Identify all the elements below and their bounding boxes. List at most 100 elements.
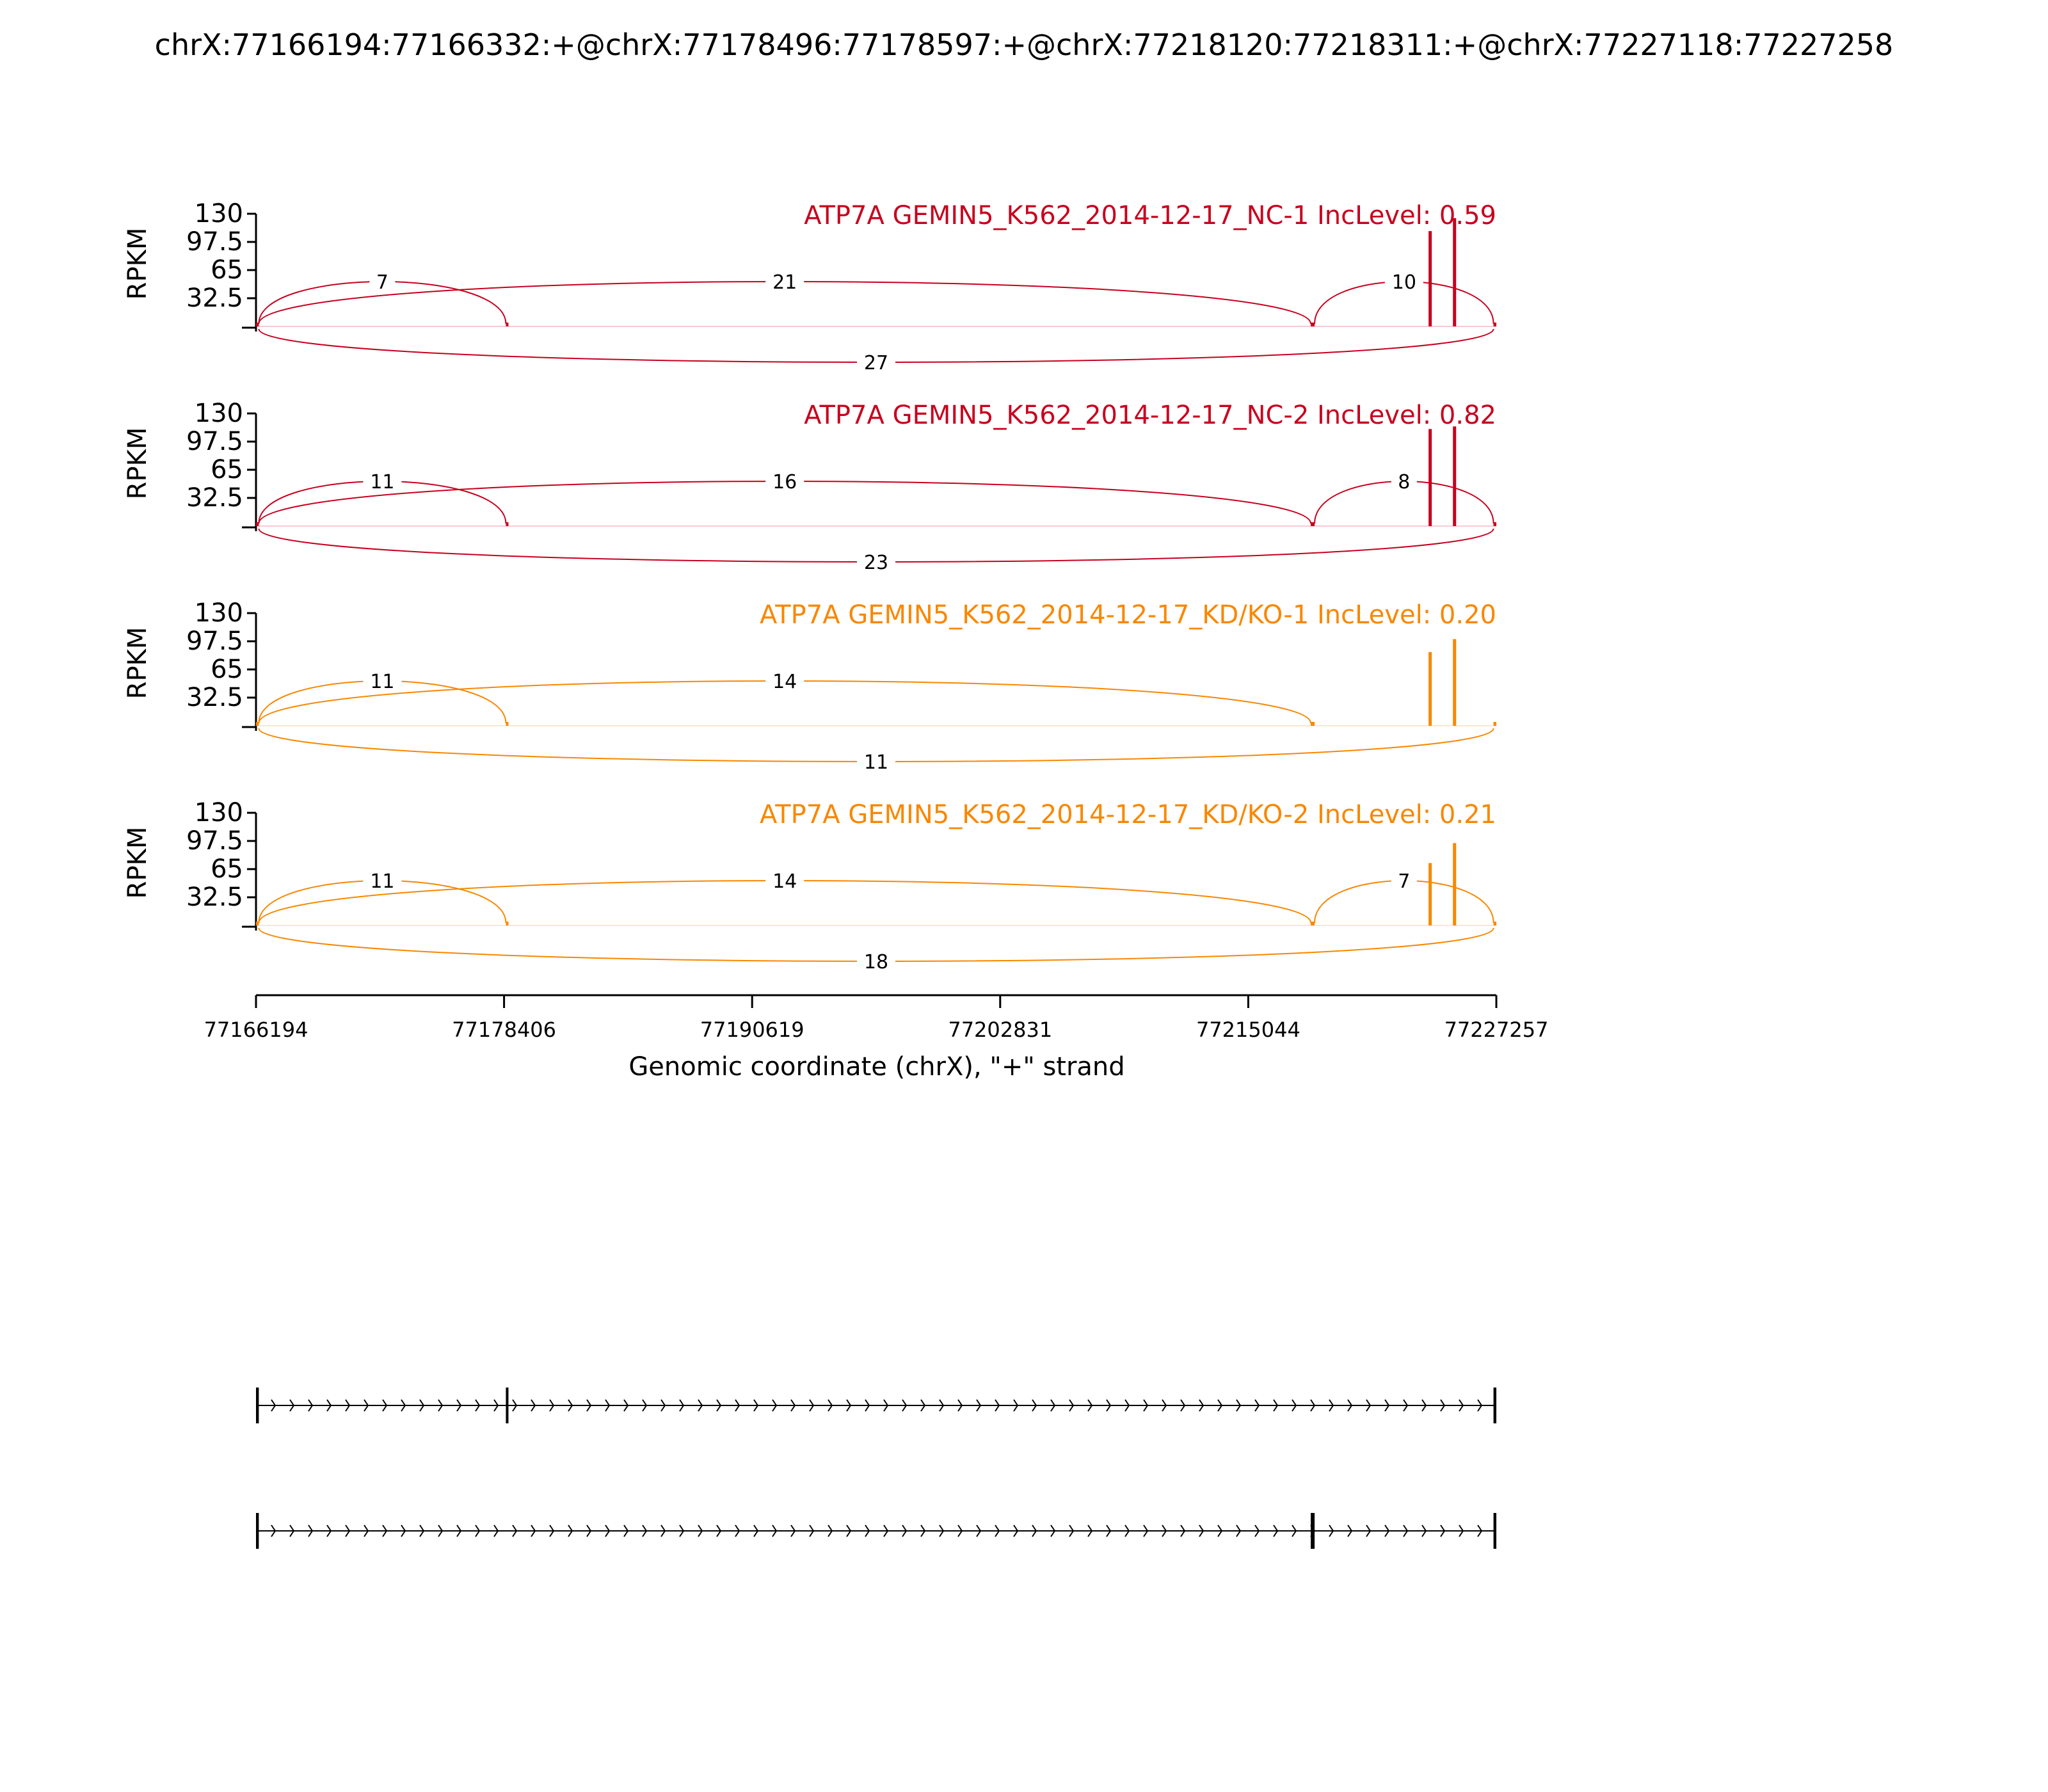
x-axis: 77166194 77178406 77190619 77202831 77215044… [204,994,1548,1042]
strand-arrow [1329,1524,1334,1537]
strand-arrow [531,1399,536,1412]
strand-arrow [419,1399,425,1412]
strand-arrow [976,1524,982,1537]
x-tick-label: 77190619 [700,1018,804,1042]
strand-arrow [1366,1399,1372,1412]
exon-block [1493,1513,1497,1549]
strand-arrow [1403,1399,1409,1412]
strand-arrow [920,1524,926,1537]
strand-arrow [1180,1524,1186,1537]
strand-arrow [716,1399,722,1412]
strand-arrow [1292,1524,1297,1537]
y-tick-label: 97.5 [186,427,243,456]
strand-arrow [1013,1524,1019,1537]
junction-label-bg [363,669,402,693]
x-tick-label: 77215044 [1196,1018,1300,1042]
junction-count-label: 8 [1398,471,1410,493]
strand-arrow [865,1524,870,1537]
strand-arrow [828,1524,833,1537]
strand-arrow [549,1399,555,1412]
strand-arrow [1032,1399,1037,1412]
strand-arrow [1254,1399,1260,1412]
strand-arrow [326,1399,332,1412]
strand-arrow [1273,1524,1279,1537]
y-tick-label: 130 [195,598,243,628]
strand-arrow [549,1524,555,1537]
junction-count-label: 11 [370,870,394,893]
strand-arrow [1403,1524,1409,1537]
strand-arrow [698,1399,703,1412]
strand-arrow [716,1524,722,1537]
strand-arrow [419,1524,425,1537]
strand-arrow [623,1399,629,1412]
coverage-peak [1453,843,1457,925]
y-axis-label: RPKM [123,228,152,300]
strand-arrow [1124,1524,1130,1537]
strand-arrow [735,1399,740,1412]
strand-arrow [1162,1524,1167,1537]
strand-arrow [809,1399,815,1412]
exon-coverage-block [1493,522,1497,526]
junction-label-bg [765,469,804,493]
junction-count-label: 7 [1398,870,1410,893]
strand-arrow [382,1524,388,1537]
strand-arrow [939,1399,945,1412]
exon-coverage-block [1311,922,1315,925]
junction-count-label: 18 [864,951,888,973]
strand-arrow [753,1399,759,1412]
strand-arrow [642,1399,648,1412]
x-tick-label: 77178406 [452,1018,556,1042]
coverage-peak [1428,652,1432,726]
junction-label-bg [856,550,895,574]
exon-coverage-block [506,522,509,526]
strand-arrow [456,1399,462,1412]
junction-label-bg [1384,269,1423,294]
y-tick-label: 130 [195,798,243,828]
strand-arrow [326,1524,332,1537]
strand-arrow [1050,1524,1056,1537]
strand-arrow [475,1399,481,1412]
exon-coverage-block [506,722,509,726]
strand-arrow [1459,1399,1464,1412]
strand-arrow [1477,1399,1483,1412]
y-tick-label: 65 [211,854,243,884]
junction-label-bg [765,669,804,693]
junction-label-bg [363,868,402,893]
coverage-peak [1428,231,1432,326]
junction-count-label: 14 [772,870,797,893]
panel-title: ATP7A GEMIN5_K562_2014-12-17_KD/KO-1 Inc… [760,600,1496,630]
strand-arrow [772,1524,778,1537]
junction-count-label: 10 [1392,271,1416,294]
strand-arrow [1421,1399,1427,1412]
strand-arrow [493,1399,499,1412]
strand-arrow [308,1399,314,1412]
strand-arrow [364,1399,369,1412]
strand-arrow [1180,1399,1186,1412]
strand-arrow [605,1399,611,1412]
strand-arrow [438,1399,444,1412]
exon-coverage-block [1311,522,1315,526]
strand-arrow [1143,1399,1149,1412]
strand-arrow [401,1524,406,1537]
strand-arrow [345,1524,351,1537]
strand-arrow [902,1399,908,1412]
exon-coverage-block [1311,323,1315,326]
strand-arrow [809,1524,815,1537]
strand-arrow [364,1524,369,1537]
strand-arrow [957,1399,963,1412]
coverage-peak [1453,639,1457,726]
isoform-track [256,1513,1497,1549]
junction-count-label: 11 [864,751,888,774]
exon-coverage-block [256,323,259,326]
exon-coverage-block [256,722,259,726]
strand-arrow [568,1524,573,1537]
isoform-track [256,1388,1497,1423]
strand-arrow [790,1524,796,1537]
junction-count-label: 7 [376,271,388,294]
strand-arrow [1440,1399,1446,1412]
y-tick-label: 32.5 [186,284,243,313]
